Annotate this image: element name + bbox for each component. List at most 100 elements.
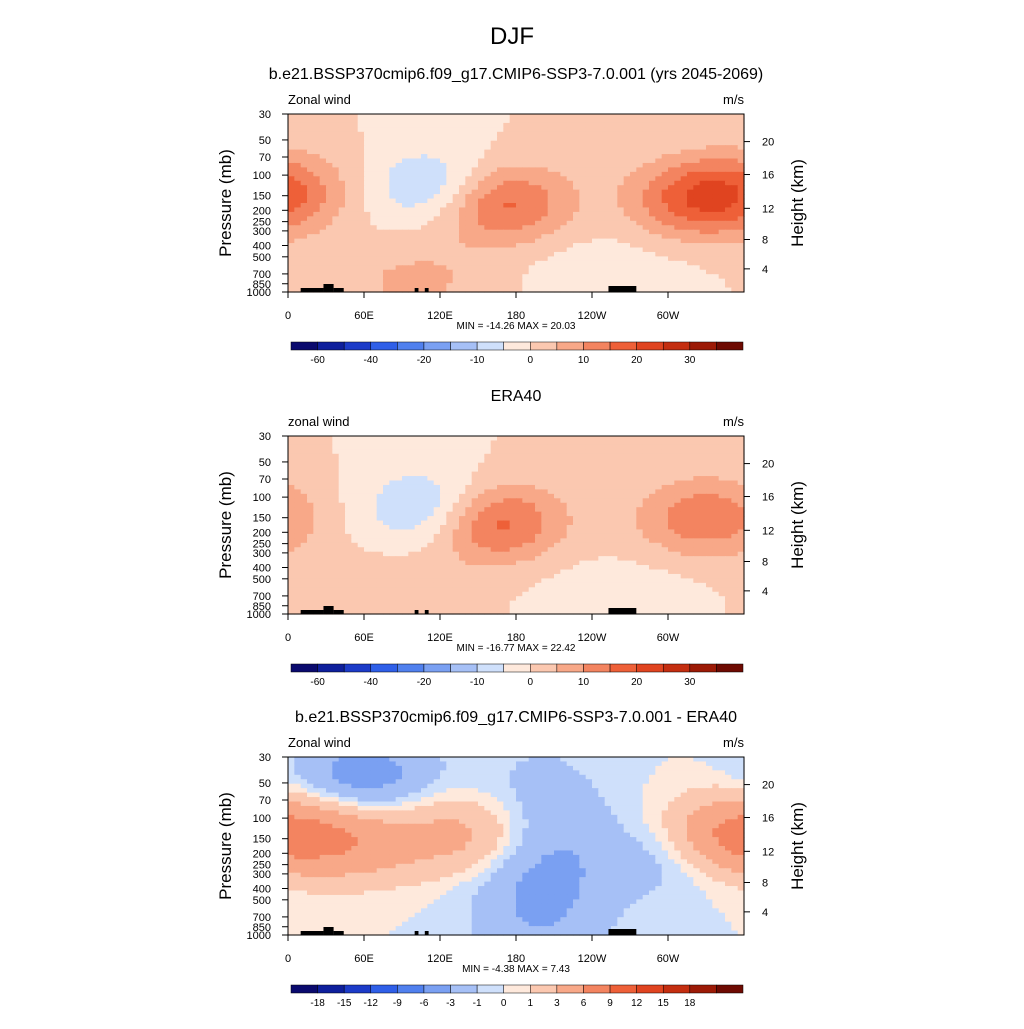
contour-cell	[586, 239, 593, 244]
contour-cell	[510, 489, 517, 494]
contour-cell	[389, 449, 396, 454]
contour-cell	[529, 463, 536, 468]
contour-cell	[459, 485, 466, 490]
contour-cell	[649, 185, 656, 190]
contour-cell	[364, 485, 371, 490]
contour-cell	[586, 467, 593, 472]
contour-cell	[478, 485, 485, 490]
contour-cell	[586, 145, 593, 150]
contour-cell	[598, 467, 605, 472]
contour-cell	[465, 234, 472, 239]
contour-cell	[465, 243, 472, 248]
contour-cell	[288, 252, 295, 257]
contour-cell	[731, 440, 738, 445]
contour-cell	[364, 185, 371, 190]
contour-cell	[326, 494, 333, 499]
contour-cell	[503, 132, 510, 137]
contour-cell	[560, 207, 567, 212]
contour-cell	[674, 145, 681, 150]
contour-cell	[725, 127, 732, 132]
contour-cell	[440, 547, 447, 552]
contour-cell	[301, 449, 308, 454]
contour-cell	[453, 512, 460, 517]
contour-cell	[719, 243, 726, 248]
contour-cell	[370, 538, 377, 543]
colorbar-label: -20	[417, 355, 432, 366]
contour-cell	[478, 543, 485, 548]
contour-cell	[472, 252, 479, 257]
contour-cell	[586, 216, 593, 221]
contour-cell	[408, 136, 415, 141]
contour-cell	[681, 481, 688, 486]
contour-cell	[617, 494, 624, 499]
contour-cell	[592, 467, 599, 472]
contour-cell	[725, 512, 732, 517]
contour-cell	[339, 114, 346, 119]
contour-cell	[434, 476, 441, 481]
contour-cell	[313, 163, 320, 168]
contour-cell	[358, 529, 365, 534]
contour-cell	[706, 472, 713, 477]
contour-cell	[459, 458, 466, 463]
contour-cell	[459, 150, 466, 155]
contour-cell	[320, 440, 327, 445]
contour-cell	[548, 248, 555, 253]
contour-cell	[624, 123, 631, 128]
contour-cell	[605, 458, 612, 463]
contour-cell	[719, 216, 726, 221]
contour-cell	[339, 123, 346, 128]
colorbar-swatch	[690, 342, 717, 350]
contour-cell	[548, 525, 555, 530]
contour-cell	[408, 512, 415, 517]
contour-cell	[731, 472, 738, 477]
contour-cell	[408, 176, 415, 181]
contour-cell	[402, 498, 409, 503]
contour-cell	[339, 185, 346, 190]
contour-cell	[573, 243, 580, 248]
contour-cell	[643, 436, 650, 441]
contour-cell	[674, 199, 681, 204]
contour-cell	[522, 176, 529, 181]
contour-cell	[725, 150, 732, 155]
contour-cell	[491, 270, 498, 275]
contour-cell	[301, 163, 308, 168]
contour-cell	[484, 123, 491, 128]
contour-cell	[668, 543, 675, 548]
contour-cell	[484, 118, 491, 123]
contour-cell	[522, 283, 529, 288]
contour-cell	[674, 203, 681, 208]
contour-cell	[693, 159, 700, 164]
contour-cell	[497, 185, 504, 190]
contour-cell	[681, 243, 688, 248]
contour-cell	[541, 181, 548, 186]
contour-cell	[389, 230, 396, 235]
contour-cell	[643, 261, 650, 266]
contour-cell	[421, 141, 428, 146]
contour-cell	[662, 114, 669, 119]
contour-cell	[731, 118, 738, 123]
contour-cell	[700, 556, 707, 561]
contour-cell	[516, 203, 523, 208]
contour-cell	[446, 167, 453, 172]
contour-cell	[301, 239, 308, 244]
contour-cell	[674, 150, 681, 155]
contour-cell	[725, 538, 732, 543]
contour-cell	[332, 472, 339, 477]
contour-cell	[345, 547, 352, 552]
contour-cell	[541, 114, 548, 119]
contour-cell	[415, 498, 422, 503]
contour-cell	[453, 472, 460, 477]
contour-cell	[446, 458, 453, 463]
contour-cell	[484, 556, 491, 561]
contour-cell	[370, 498, 377, 503]
contour-cell	[731, 525, 738, 530]
contour-cell	[465, 127, 472, 132]
contour-cell	[535, 534, 542, 539]
contour-cell	[332, 467, 339, 472]
contour-cell	[567, 190, 574, 195]
contour-cell	[719, 556, 726, 561]
contour-cell	[370, 225, 377, 230]
contour-cell	[535, 230, 542, 235]
contour-cell	[313, 239, 320, 244]
contour-cell	[364, 163, 371, 168]
